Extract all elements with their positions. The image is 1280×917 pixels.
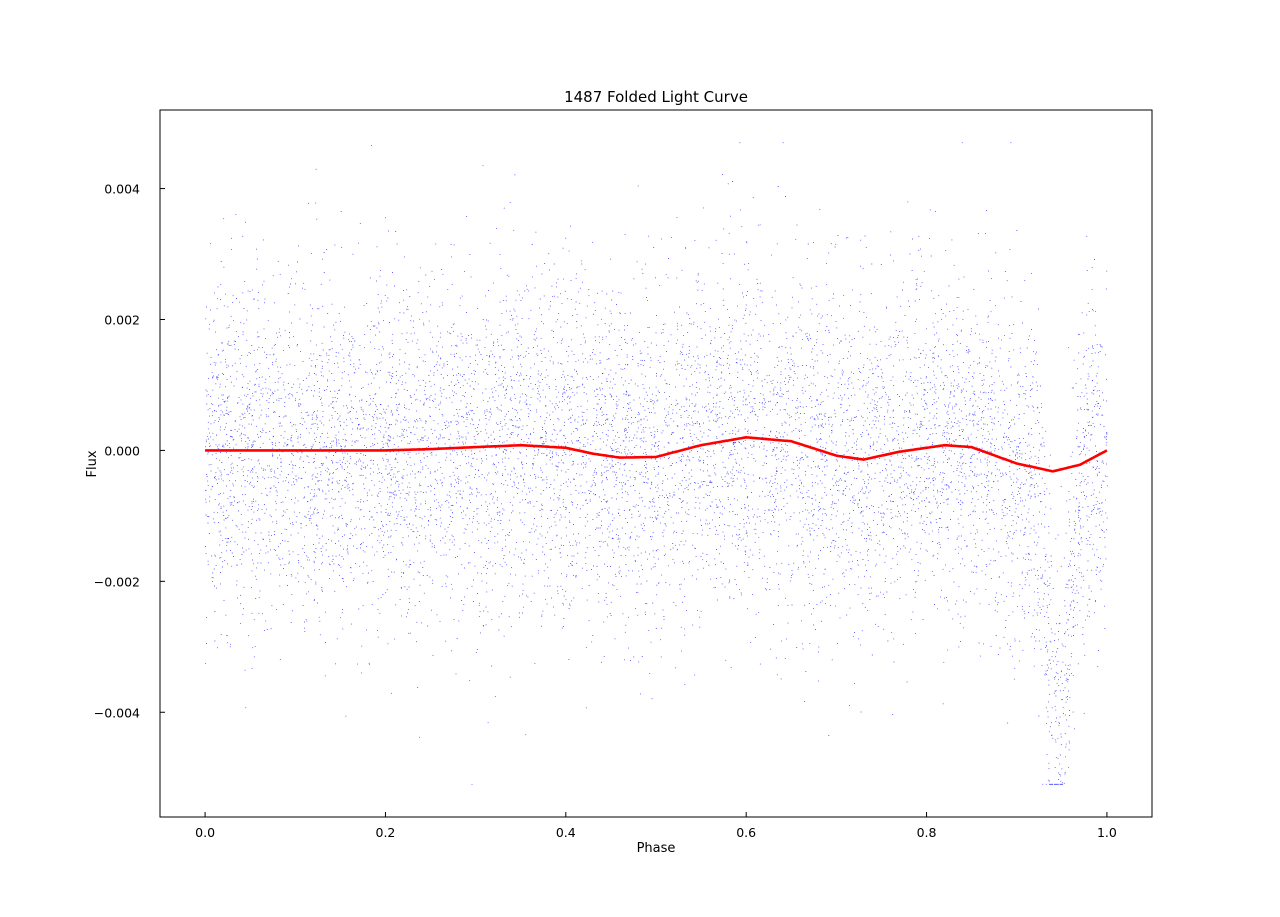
y-tick-label: −0.004 [94,705,140,720]
y-axis-ticks: −0.004 −0.002 0.000 0.002 0.004 [94,182,165,720]
x-axis-label: Phase [637,841,676,856]
y-tick-label: 0.002 [104,312,140,327]
x-tick-label: 0.0 [195,825,215,840]
x-tick-label: 0.8 [917,825,937,840]
y-tick-label: 0.004 [104,182,140,197]
plot-frame [159,109,1153,818]
model-curve [205,435,1108,473]
y-axis-label: Flux [85,450,100,477]
model-line [205,435,1108,473]
y-tick-label: 0.000 [104,443,140,458]
x-tick-label: 0.6 [736,825,756,840]
y-tick-label: −0.002 [94,574,140,589]
x-tick-label: 1.0 [1097,825,1117,840]
scatter-points [205,142,1108,785]
chart-title: 1487 Folded Light Curve [564,88,748,106]
x-axis-ticks: 0.0 0.2 0.4 0.6 0.8 1.0 [195,812,1117,840]
x-tick-label: 0.4 [556,825,576,840]
x-tick-label: 0.2 [376,825,396,840]
scatter-point-cloud [205,142,1108,785]
